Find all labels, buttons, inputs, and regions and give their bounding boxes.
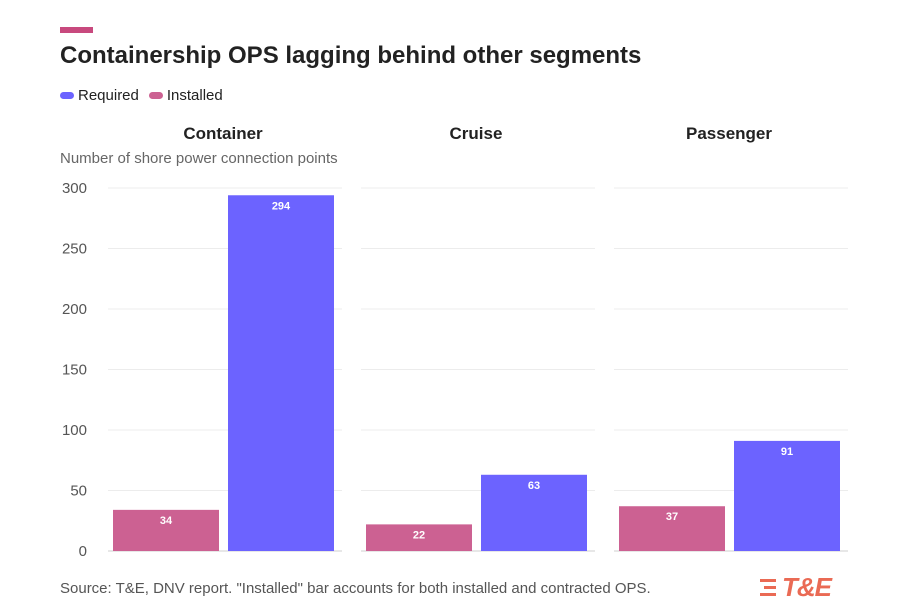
legend-item-installed[interactable]: Installed [148,87,223,104]
chart-title: Containership OPS lagging behind other s… [60,42,642,69]
data-label: 22 [413,529,425,541]
bar-passenger-installed [619,506,725,551]
y-tick-label: 200 [62,301,87,318]
y-tick-label: 0 [79,543,87,560]
te-logo: T&E [760,572,832,603]
data-label: 91 [781,446,793,458]
logo-text: T&E [782,572,832,602]
legend-label-installed: Installed [166,87,223,104]
legend-swatch-installed [148,92,163,99]
data-label: 63 [528,480,540,492]
panel-title-cruise: Cruise [449,124,503,143]
legend-swatch-required [60,92,74,99]
data-label: 294 [272,200,291,212]
legend-item-required[interactable]: Required [60,87,139,104]
title-accent-bar [60,27,93,33]
y-tick-label: 100 [62,422,87,439]
bar-cruise-required [481,474,587,551]
y-tick-label: 150 [62,362,87,379]
logo-stripes-icon [760,578,776,596]
y-tick-label: 50 [70,483,87,500]
bar-container-required [228,195,334,551]
bar-container-installed [113,509,219,551]
bar-passenger-required [734,440,840,551]
bar-cruise-installed [366,524,472,551]
legend: Required Installed [60,87,233,104]
panel-title-container: Container [183,124,263,143]
y-tick-label: 250 [62,241,87,258]
source-note: Source: T&E, DNV report. "Installed" bar… [60,580,651,597]
y-tick-label: 300 [62,180,87,197]
legend-label-required: Required [78,87,139,104]
data-label: 34 [160,515,173,527]
panel-title-passenger: Passenger [686,124,772,143]
data-label: 37 [666,511,678,523]
y-axis-label: Number of shore power connection points [60,150,338,167]
